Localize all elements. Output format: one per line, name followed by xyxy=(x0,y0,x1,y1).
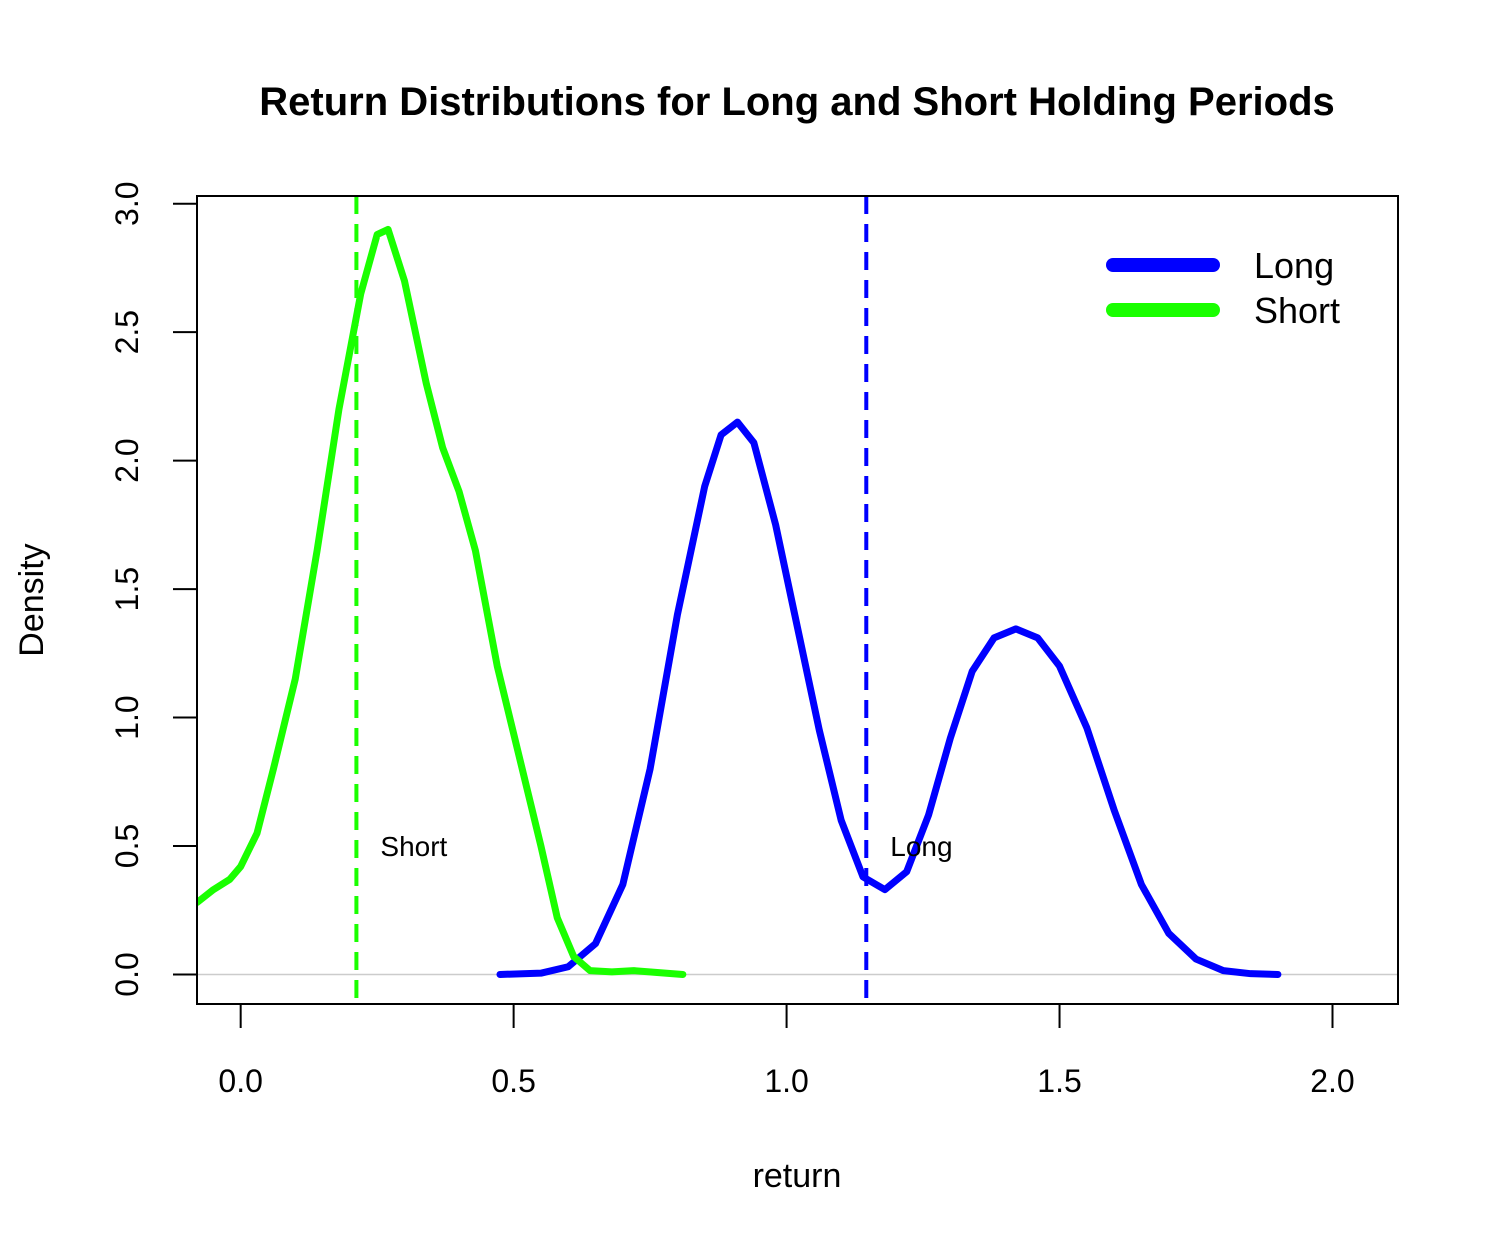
x-tick-label: 1.5 xyxy=(1037,1063,1081,1099)
y-tick-label: 1.0 xyxy=(109,695,145,739)
x-axis-label: return xyxy=(753,1157,842,1195)
legend-label-short: Short xyxy=(1254,290,1340,331)
x-tick-label: 0.5 xyxy=(491,1063,535,1099)
legend-label-long: Long xyxy=(1254,245,1334,286)
y-tick-label: 1.5 xyxy=(109,567,145,611)
series-line-long xyxy=(496,418,1282,978)
chart-title: Return Distributions for Long and Short … xyxy=(259,80,1335,124)
y-tick-label: 2.5 xyxy=(109,310,145,354)
y-tick-label: 0.0 xyxy=(109,952,145,996)
y-tick-label: 2.0 xyxy=(109,438,145,482)
y-tick-label: 0.5 xyxy=(109,824,145,868)
x-tick-label: 2.0 xyxy=(1310,1063,1354,1099)
annotation-short: Short xyxy=(380,831,447,862)
y-tick-label: 3.0 xyxy=(109,181,145,225)
y-axis-label: Density xyxy=(13,543,51,656)
x-tick-label: 0.0 xyxy=(218,1063,262,1099)
series-line-short xyxy=(197,225,687,978)
annotation-long: Long xyxy=(890,831,952,862)
x-tick-label: 1.0 xyxy=(764,1063,808,1099)
plot-frame xyxy=(196,195,1399,1005)
